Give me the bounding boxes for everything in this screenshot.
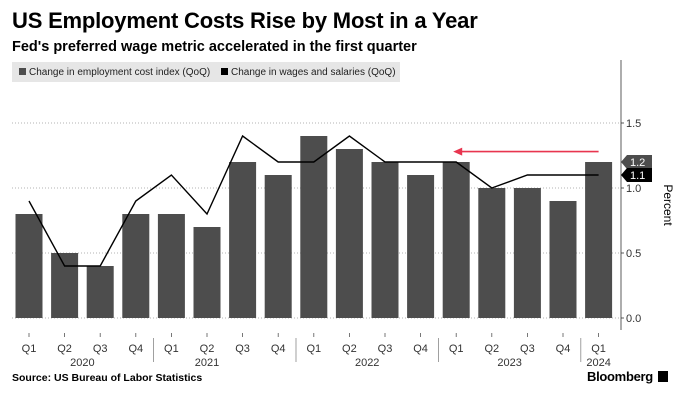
bar [549, 201, 577, 318]
year-label: 2022 [355, 357, 379, 369]
end-value-label: 1.1 [630, 170, 645, 182]
bar [193, 227, 221, 318]
end-value-tag [621, 155, 652, 169]
bar [585, 162, 613, 318]
x-tick-label: Q1 [306, 343, 321, 355]
bloomberg-logo: Bloomberg [587, 369, 653, 384]
bar [371, 162, 399, 318]
chart-subtitle: Fed's preferred wage metric accelerated … [12, 39, 417, 55]
x-tick-label: Q1 [449, 343, 464, 355]
x-tick-label: Q4 [128, 343, 143, 355]
chart-title: US Employment Costs Rise by Most in a Ye… [12, 8, 478, 33]
legend-swatch-line [221, 68, 228, 75]
bar [122, 214, 150, 318]
x-tick-label: Q2 [342, 343, 357, 355]
end-value-tag [621, 168, 652, 182]
bloomberg-icon [658, 371, 668, 382]
x-tick-label: Q3 [235, 343, 250, 355]
end-value-label: 1.2 [630, 157, 645, 169]
source-note: Source: US Bureau of Labor Statistics [12, 372, 203, 384]
legend-swatch-bar [19, 68, 26, 75]
y-tick-label: 0.5 [626, 248, 641, 260]
x-tick-label: Q2 [57, 343, 72, 355]
bar [335, 149, 363, 318]
x-tick-label: Q3 [378, 343, 393, 355]
x-tick-label: Q2 [200, 343, 215, 355]
y-tick-label: 0.0 [626, 313, 641, 325]
series-line-wages [28, 134, 599, 267]
bar [300, 136, 328, 318]
x-tick-label: Q4 [556, 343, 571, 355]
legend-label-wages: Change in wages and salaries (QoQ) [231, 67, 396, 78]
year-label: 2020 [70, 357, 94, 369]
x-tick-label: Q4 [271, 343, 286, 355]
bar [407, 175, 435, 318]
x-tick-label: Q2 [484, 343, 499, 355]
bar [15, 214, 43, 318]
bar [264, 175, 292, 318]
bar [51, 253, 79, 318]
x-tick-label: Q3 [93, 343, 108, 355]
bar [86, 266, 114, 318]
y-tick-label: 1.0 [626, 183, 641, 195]
year-label: 2024 [586, 357, 610, 369]
annotation-arrow-head [453, 147, 463, 156]
bar [442, 162, 470, 318]
bar [229, 162, 257, 318]
legend-background [12, 62, 400, 82]
x-tick-label: Q4 [413, 343, 428, 355]
bar [513, 188, 541, 318]
bar [478, 188, 506, 318]
bar [157, 214, 185, 318]
x-tick-label: Q3 [520, 343, 535, 355]
legend-label-employment-cost: Change in employment cost index (QoQ) [29, 67, 210, 78]
y-axis-title: Percent [661, 184, 675, 226]
year-label: 2023 [497, 357, 521, 369]
x-tick-label: Q1 [22, 343, 37, 355]
x-tick-label: Q1 [164, 343, 179, 355]
x-tick-label: Q1 [591, 343, 606, 355]
y-tick-label: 1.5 [626, 118, 641, 130]
year-label: 2021 [195, 357, 219, 369]
